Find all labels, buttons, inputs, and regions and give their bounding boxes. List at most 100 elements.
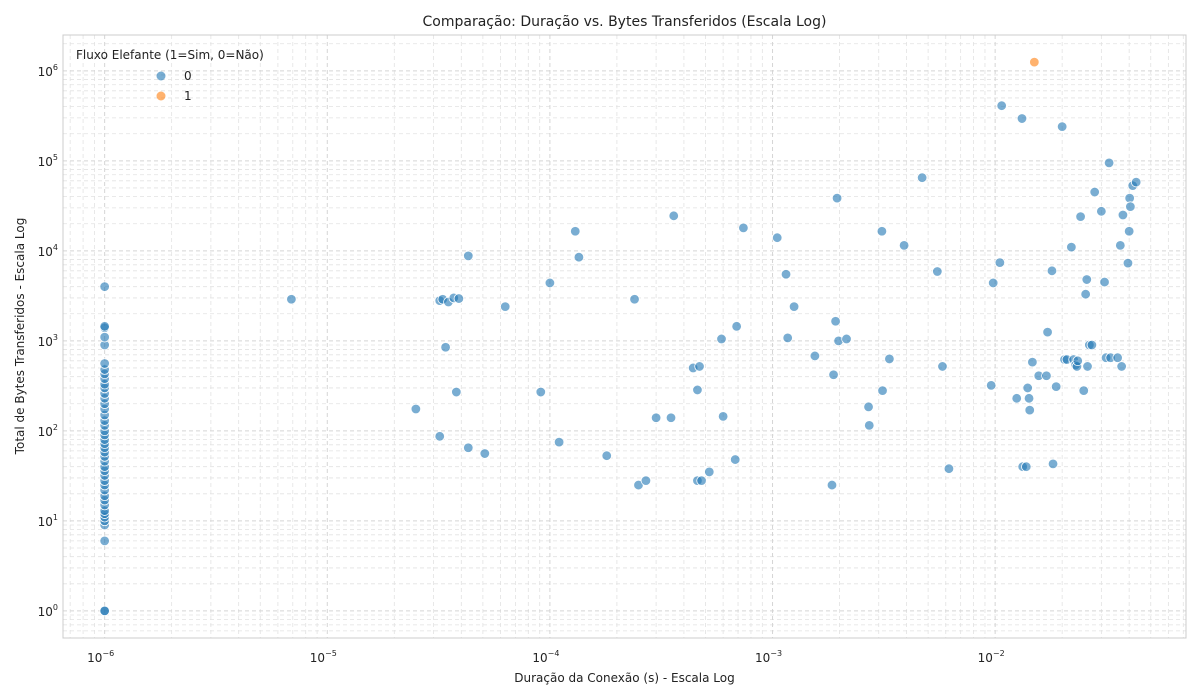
legend-marker-0 xyxy=(156,71,166,81)
data-point-series-0 xyxy=(1027,356,1038,368)
data-point-series-0 xyxy=(717,411,729,422)
data-point-series-0 xyxy=(1024,404,1035,416)
data-point-series-0 xyxy=(826,479,838,491)
data-point-series-0 xyxy=(535,386,546,398)
data-point-series-0 xyxy=(99,605,110,617)
data-point-series-0 xyxy=(1050,381,1062,392)
data-point-series-0 xyxy=(1086,339,1098,351)
data-point-series-0 xyxy=(996,100,1007,111)
data-point-series-0 xyxy=(932,266,943,277)
data-point-series-0 xyxy=(1115,240,1126,251)
data-point-series-0 xyxy=(780,269,792,280)
data-point-series-0 xyxy=(1041,370,1052,381)
data-point-series-0 xyxy=(1082,361,1093,372)
data-point-series-0 xyxy=(500,301,511,312)
data-point-series-0 xyxy=(440,342,451,353)
data-point-series-0 xyxy=(788,301,800,312)
data-point-series-0 xyxy=(1047,458,1059,470)
y-tick-label: 104 xyxy=(38,243,58,259)
x-tick-label: 10−2 xyxy=(978,649,1005,665)
data-point-series-0 xyxy=(451,386,462,398)
data-point-series-0 xyxy=(696,475,707,486)
data-point-series-0 xyxy=(730,454,741,465)
data-point-series-0 xyxy=(898,240,910,251)
data-point-series-0 xyxy=(99,358,110,369)
data-point-series-0 xyxy=(629,294,640,305)
data-point-series-0 xyxy=(1116,361,1127,372)
data-point-series-0 xyxy=(1117,209,1129,221)
data-point-series-0 xyxy=(99,331,110,343)
data-point-series-0 xyxy=(731,321,742,332)
data-point-series-0 xyxy=(544,277,556,289)
data-point-series-0 xyxy=(1056,121,1068,132)
chart-title: Comparação: Duração vs. Bytes Transferid… xyxy=(423,14,827,30)
data-point-series-0 xyxy=(831,192,843,204)
x-tick-label: 10−6 xyxy=(87,649,114,665)
data-points xyxy=(99,56,1142,617)
data-point-series-0 xyxy=(782,332,793,344)
data-point-series-0 xyxy=(463,250,474,262)
data-point-series-0 xyxy=(1123,226,1135,237)
data-point-series-0 xyxy=(863,401,874,413)
data-point-series-0 xyxy=(434,431,445,442)
data-point-series-0 xyxy=(876,226,888,237)
data-point-series-0 xyxy=(99,281,110,292)
plot-area xyxy=(63,35,1186,638)
data-point-series-0 xyxy=(1099,276,1110,288)
data-point-series-0 xyxy=(937,361,948,372)
data-point-series-0 xyxy=(841,333,852,345)
x-axis-label: Duração da Conexão (s) - Escala Log xyxy=(514,671,734,685)
x-tick-label: 10−5 xyxy=(310,649,337,665)
y-tick-label: 101 xyxy=(38,513,58,529)
data-point-series-0 xyxy=(286,294,297,305)
data-point-series-0 xyxy=(463,442,474,453)
data-point-series-0 xyxy=(640,475,652,486)
data-point-series-0 xyxy=(772,232,783,243)
data-point-series-0 xyxy=(668,210,679,222)
data-point-series-0 xyxy=(1096,206,1107,217)
data-point-series-0 xyxy=(830,316,841,327)
legend-marker-1 xyxy=(156,91,166,101)
data-point-series-0 xyxy=(1122,257,1134,269)
plot-frame xyxy=(62,34,1187,639)
data-point-series-0 xyxy=(877,385,888,396)
data-point-series-0 xyxy=(570,226,581,237)
data-point-series-0 xyxy=(573,252,585,263)
data-point-series-0 xyxy=(1089,186,1100,198)
data-point-series-0 xyxy=(99,535,110,547)
data-point-series-0 xyxy=(1112,352,1123,363)
data-point-series-0 xyxy=(1072,355,1083,367)
legend-label-1: 1 xyxy=(184,89,192,103)
data-point-series-0 xyxy=(99,321,110,332)
major-gridlines xyxy=(63,35,1186,638)
data-point-series-0 xyxy=(1042,326,1053,338)
data-point-series-0 xyxy=(601,450,612,461)
data-point-series-0 xyxy=(1011,393,1022,404)
data-point-series-0 xyxy=(916,172,928,183)
x-tick-labels: 10−6 10−5 10−4 10−3 10−2 xyxy=(87,649,1005,665)
data-point-series-0 xyxy=(716,333,727,345)
y-tick-label: 103 xyxy=(38,333,58,349)
data-point-series-0 xyxy=(1021,461,1032,472)
x-tick-label: 10−3 xyxy=(755,649,782,665)
legend-label-0: 0 xyxy=(184,69,192,83)
x-tick-label: 10−4 xyxy=(532,649,559,665)
data-point-series-0 xyxy=(985,380,997,391)
data-point-series-0 xyxy=(884,353,895,365)
y-tick-label: 102 xyxy=(38,423,58,439)
data-point-series-0 xyxy=(479,448,490,459)
data-point-series-0 xyxy=(994,257,1006,268)
data-point-series-0 xyxy=(453,293,465,304)
data-point-series-0 xyxy=(809,350,821,362)
data-point-series-0 xyxy=(650,412,662,423)
data-point-series-0 xyxy=(1078,385,1089,396)
data-point-series-0 xyxy=(1023,393,1035,404)
y-tick-label: 105 xyxy=(38,153,58,169)
data-point-series-0 xyxy=(1046,265,1058,277)
y-axis-label: Total de Bytes Transferidos - Escala Log xyxy=(13,218,27,456)
data-point-series-0 xyxy=(410,403,422,415)
data-point-series-0 xyxy=(943,463,955,474)
data-point-series-0 xyxy=(987,277,999,289)
legend: Fluxo Elefante (1=Sim, 0=Não) 0 1 xyxy=(76,48,264,103)
